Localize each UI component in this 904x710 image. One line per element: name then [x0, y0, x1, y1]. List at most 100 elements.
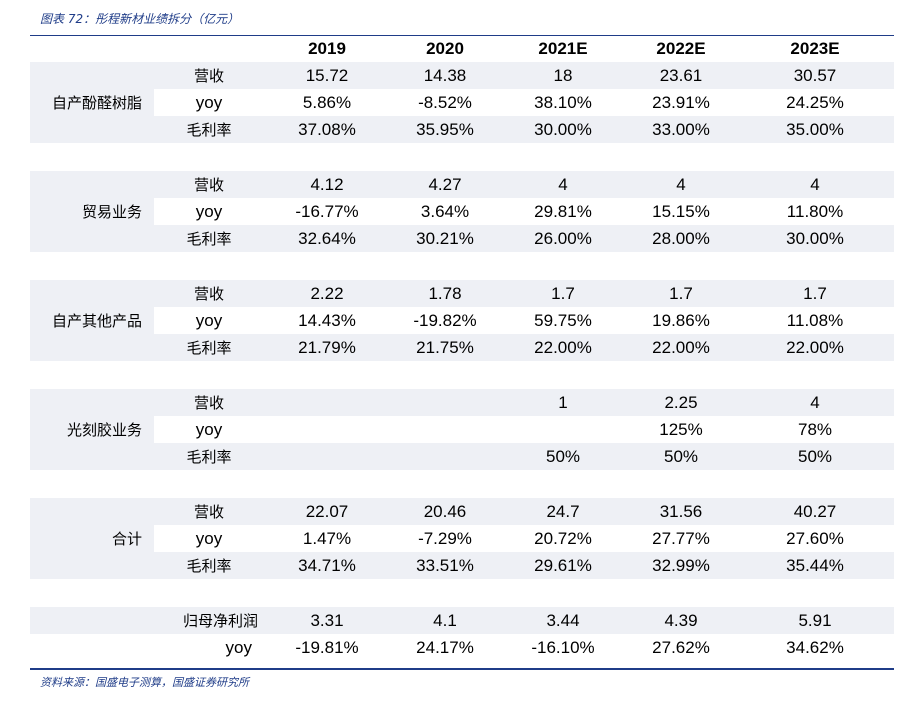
table-cell — [390, 389, 500, 416]
spacer-row — [30, 252, 894, 280]
table-cell: 38.10% — [534, 92, 592, 112]
table-cell: 31.56 — [626, 498, 736, 525]
table-cell: 35.44% — [736, 552, 894, 579]
table-cell: 34.71% — [264, 552, 390, 579]
table-row: yoy 125% 78% — [30, 416, 894, 443]
table-cell: 1.47% — [302, 528, 352, 548]
table-cell: 1.78 — [390, 280, 500, 307]
spacer-row — [30, 579, 894, 607]
table-cell: 4.1 — [390, 607, 500, 634]
performance-breakdown-table: 2019 2020 2021E 2022E 2023E 自产酚醛树脂 营收 15… — [30, 36, 894, 661]
table-cell: 27.62% — [652, 637, 710, 657]
metric-label: 毛利率 — [154, 225, 264, 252]
table-cell: -19.81% — [295, 637, 359, 657]
table-cell: 3.31 — [264, 607, 390, 634]
table-row: 毛利率 37.08% 35.95% 30.00% 33.00% 35.00% — [30, 116, 894, 143]
table-cell — [264, 443, 390, 470]
table-cell: 50% — [500, 443, 626, 470]
table-cell: 14.38 — [390, 62, 500, 89]
table-cell: 35.00% — [736, 116, 894, 143]
header-blank — [154, 36, 264, 62]
table-cell: 4 — [736, 171, 894, 198]
metric-label: yoy — [195, 310, 223, 330]
table-row: yoy 14.43% -19.82% 59.75% 19.86% 11.08% — [30, 307, 894, 334]
table-cell: 24.7 — [500, 498, 626, 525]
table-cell: 15.15% — [652, 201, 710, 221]
table-cell: 1.7 — [626, 280, 736, 307]
table-row: yoy 1.47% -7.29% 20.72% 27.77% 27.60% — [30, 525, 894, 552]
net-profit-yoy-label: yoy — [225, 637, 252, 657]
table-top-rule — [30, 35, 894, 36]
table-cell: 1.7 — [500, 280, 626, 307]
table-cell: 1 — [500, 389, 626, 416]
table-cell — [264, 389, 390, 416]
metric-label: 毛利率 — [154, 116, 264, 143]
table-row: 毛利率 32.64% 30.21% 26.00% 28.00% 30.00% — [30, 225, 894, 252]
header-row: 2019 2020 2021E 2022E 2023E — [30, 36, 894, 62]
table-cell: 21.75% — [390, 334, 500, 361]
table-cell: 32.64% — [264, 225, 390, 252]
source-note: 资料来源：国盛电子测算，国盛证券研究所 — [40, 676, 249, 689]
table-row: 光刻胶业务 营收 1 2.25 4 — [30, 389, 894, 470]
table-cell: 19.86% — [652, 310, 710, 330]
table-cell: 14.43% — [298, 310, 356, 330]
metric-label: 营收 — [154, 498, 264, 525]
table-cell: 4.39 — [626, 607, 736, 634]
net-profit-label: 归母净利润 — [30, 607, 264, 634]
spacer-row — [30, 143, 894, 171]
header-year: 2022E — [656, 39, 706, 58]
segment-label: 自产酚醛树脂 — [30, 62, 154, 143]
table-cell: 30.00% — [500, 116, 626, 143]
table-cell: 5.91 — [736, 607, 894, 634]
table-cell: 50% — [736, 443, 894, 470]
table-cell: 11.80% — [786, 201, 844, 221]
table-cell: 23.61 — [626, 62, 736, 89]
table-cell: 40.27 — [736, 498, 894, 525]
table-cell: 15.72 — [264, 62, 390, 89]
metric-label: yoy — [195, 92, 223, 112]
table-row: 合计 营收 22.07 20.46 24.7 31.56 40.27 — [30, 498, 894, 579]
table-row: 归母净利润 3.31 4.1 3.44 4.39 5.91 — [30, 607, 894, 634]
header-year: 2021E — [538, 39, 588, 58]
metric-label: yoy — [195, 201, 223, 221]
table-cell: 27.60% — [786, 528, 844, 548]
table-cell: 34.62% — [786, 637, 844, 657]
table-cell — [390, 443, 500, 470]
table-cell: 4 — [500, 171, 626, 198]
table-cell: 35.95% — [390, 116, 500, 143]
table-cell: -16.77% — [295, 201, 359, 221]
metric-label: 毛利率 — [154, 443, 264, 470]
table-cell: 32.99% — [626, 552, 736, 579]
metric-label: 营收 — [154, 389, 264, 416]
table-row: yoy 5.86% -8.52% 38.10% 23.91% 24.25% — [30, 89, 894, 116]
spacer-row — [30, 361, 894, 389]
table-cell: 26.00% — [500, 225, 626, 252]
metric-label: 毛利率 — [154, 334, 264, 361]
table-cell: 27.77% — [652, 528, 710, 548]
table-cell: 22.07 — [264, 498, 390, 525]
header-year: 2019 — [308, 39, 346, 58]
table-cell: 30.21% — [390, 225, 500, 252]
segment-label: 光刻胶业务 — [30, 389, 154, 470]
table-cell: 4 — [626, 171, 736, 198]
table-cell: 23.91% — [652, 92, 710, 112]
table-cell: 4.27 — [390, 171, 500, 198]
table-cell: 1.7 — [736, 280, 894, 307]
table-cell: -19.82% — [413, 310, 477, 330]
table-cell: -7.29% — [418, 528, 472, 548]
table-cell: 22.00% — [736, 334, 894, 361]
table-cell: 3.64% — [420, 201, 470, 221]
table-cell: 2.22 — [264, 280, 390, 307]
metric-label: 营收 — [154, 171, 264, 198]
segment-label: 自产其他产品 — [30, 280, 154, 361]
table-cell — [390, 416, 500, 443]
table-cell: 29.81% — [534, 201, 592, 221]
metric-label: 营收 — [154, 62, 264, 89]
table-cell: 5.86% — [302, 92, 352, 112]
table-cell: 11.08% — [786, 310, 844, 330]
table-cell: 4 — [736, 389, 894, 416]
table-cell: 2.25 — [626, 389, 736, 416]
table-cell: 78% — [797, 419, 833, 439]
spacer-row — [30, 470, 894, 498]
table-cell: 3.44 — [500, 607, 626, 634]
